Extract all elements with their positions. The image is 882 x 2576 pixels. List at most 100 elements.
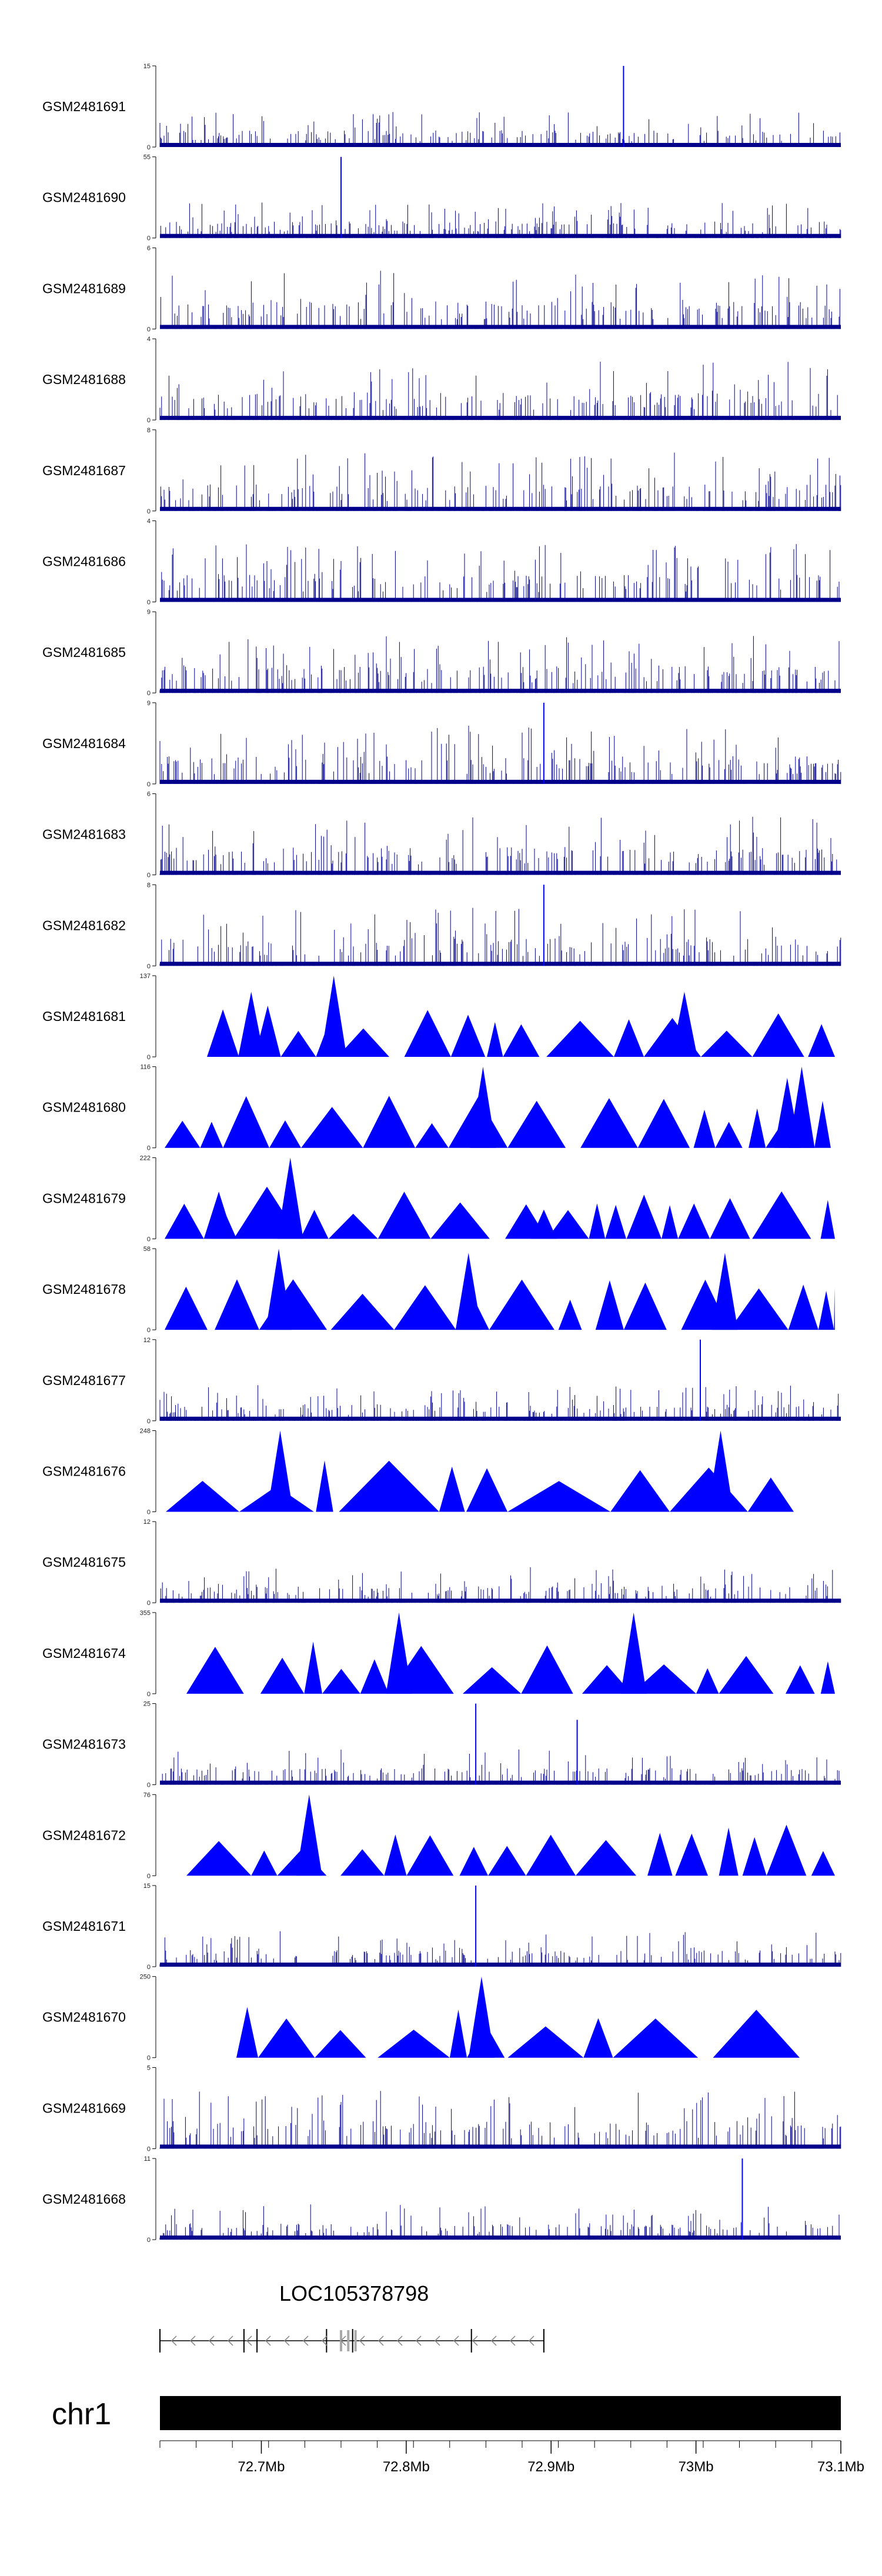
signal-peak — [752, 1191, 811, 1239]
track-GSM2481670: GSM2481670 250 0 — [42, 1974, 800, 2062]
y-axis-max-label: 9 — [147, 609, 151, 616]
signal-peak — [647, 1833, 673, 1876]
track-label: GSM2481689 — [42, 281, 126, 296]
track-label: GSM2481675 — [42, 1554, 126, 1570]
signal-spike — [530, 1209, 557, 1239]
y-axis-min-label: 0 — [147, 1418, 151, 1425]
y-axis-max-label: 15 — [143, 63, 151, 70]
track-GSM2481681: GSM2481681 137 0 — [42, 973, 835, 1061]
y-axis-min-label: 0 — [147, 1691, 151, 1698]
track-label: GSM2481681 — [42, 1009, 126, 1024]
y-axis-max-label: 5 — [147, 2064, 151, 2071]
track-GSM2481688: GSM2481688 4 0 — [42, 336, 841, 424]
track-label: GSM2481682 — [42, 917, 126, 933]
track-label: GSM2481669 — [42, 2100, 126, 2115]
signal-spike — [774, 1077, 800, 1148]
x-axis-tick-label: 72.9Mb — [527, 2459, 574, 2475]
y-axis-min-label: 0 — [147, 963, 151, 970]
signal-peak — [820, 1200, 835, 1239]
track-label: GSM2481678 — [42, 1282, 126, 1297]
signal-peak — [613, 2018, 699, 2058]
signal-peak — [462, 1667, 522, 1694]
signal-bars — [159, 816, 840, 875]
track-GSM2481669: GSM2481669 5 0 — [42, 2064, 841, 2153]
signal-peak — [547, 1210, 589, 1239]
strand-arrow — [189, 2335, 196, 2346]
gene-label: LOC105378798 — [279, 2281, 429, 2305]
signal-baseline — [160, 1963, 841, 1967]
signal-peak — [521, 1645, 573, 1694]
track-GSM2481683: GSM2481683 6 0 — [42, 791, 841, 879]
y-axis-max-label: 6 — [147, 245, 151, 252]
y-axis-max-label: 55 — [143, 154, 151, 161]
signal-peak — [818, 1290, 834, 1330]
signal-spike — [468, 1976, 495, 2058]
y-axis-min-label: 0 — [147, 144, 151, 151]
signal-peak — [526, 1834, 576, 1876]
signal-baseline — [160, 779, 841, 784]
y-axis-min-label: 0 — [147, 599, 151, 606]
signal-peak — [696, 1668, 719, 1694]
signal-peak — [788, 1284, 818, 1330]
signal-peak — [415, 1123, 449, 1148]
signal-peak — [186, 1841, 252, 1876]
signal-peak — [715, 1122, 743, 1148]
signal-peak — [404, 1010, 451, 1057]
y-axis-min-label: 0 — [147, 1782, 151, 1789]
signal-bars — [161, 544, 840, 602]
y-axis-max-label: 222 — [140, 1154, 151, 1162]
signal-peak — [439, 1466, 465, 1512]
signal-peak — [749, 1108, 766, 1148]
track-GSM2481671: GSM2481671 15 0 — [42, 1883, 841, 1971]
signal-peak — [507, 2026, 584, 2058]
strand-arrow — [340, 2335, 346, 2346]
strand-arrow — [415, 2335, 422, 2346]
signal-spike — [455, 1253, 482, 1330]
y-axis-max-label: 8 — [147, 882, 151, 889]
signal-spike — [711, 1253, 738, 1330]
signal-peak — [820, 1661, 835, 1694]
y-axis-min-label: 0 — [147, 781, 151, 788]
signal-baseline — [160, 598, 841, 602]
signal-peak — [583, 2018, 613, 2058]
signal-peak — [488, 1846, 526, 1876]
signal-bars — [159, 2091, 841, 2149]
signal-peak — [610, 1470, 670, 1512]
signal-spike — [267, 1430, 293, 1512]
signal-peak — [719, 1656, 774, 1694]
signal-spike — [320, 976, 347, 1057]
track-label: GSM2481677 — [42, 1373, 126, 1388]
signal-peak — [719, 1827, 739, 1876]
signal-baseline — [160, 689, 841, 693]
track-GSM2481673: GSM2481673 25 0 — [42, 1701, 841, 1789]
signal-peak — [200, 1122, 223, 1148]
signal-peak — [339, 1460, 439, 1512]
signal-peak — [582, 1665, 632, 1694]
signal-peak — [637, 1099, 690, 1148]
track-label: GSM2481672 — [42, 1827, 126, 1843]
signal-peak — [605, 1204, 626, 1239]
y-axis-max-label: 12 — [143, 1519, 151, 1526]
signal-peak — [487, 1022, 503, 1057]
track-label: GSM2481676 — [42, 1464, 126, 1479]
signal-peak — [632, 1664, 696, 1694]
signal-spike — [277, 1157, 303, 1239]
signal-peak — [360, 1659, 389, 1694]
signal-peak — [251, 1850, 278, 1876]
signal-peak — [507, 1481, 611, 1512]
signal-baseline — [160, 1416, 841, 1421]
y-axis-max-label: 116 — [140, 1064, 151, 1071]
strand-arrow — [528, 2335, 534, 2346]
signal-peak — [814, 1100, 831, 1148]
signal-peak — [337, 1028, 389, 1057]
signal-baseline — [160, 870, 841, 875]
signal-spike — [266, 1249, 292, 1330]
signal-peak — [466, 1468, 508, 1512]
signal-baseline — [160, 233, 841, 238]
signal-peak — [507, 1100, 566, 1148]
y-axis-max-label: 12 — [143, 1337, 151, 1344]
signal-spike — [386, 1612, 412, 1694]
signal-peak — [186, 1647, 244, 1694]
y-axis-max-label: 8 — [147, 427, 151, 434]
strand-arrow — [208, 2335, 215, 2346]
